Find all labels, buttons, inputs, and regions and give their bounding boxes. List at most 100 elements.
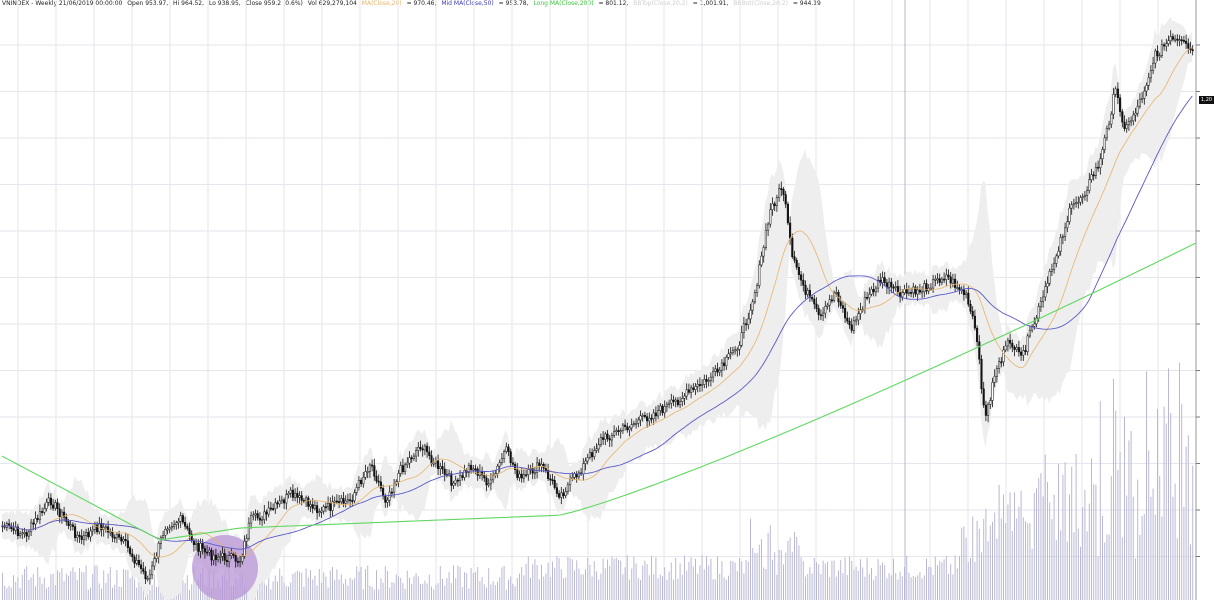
volume-bar — [1137, 479, 1139, 600]
candle-body — [833, 292, 836, 301]
candle-body — [800, 274, 803, 281]
volume-bar — [794, 532, 795, 600]
volume-bar — [987, 541, 989, 600]
volume-bar — [90, 587, 91, 600]
low-value: Lo 938.95, — [208, 0, 241, 7]
candle-body — [932, 279, 935, 289]
volume-bar — [380, 578, 382, 600]
candle-body — [386, 499, 389, 503]
mid-ma-value: = 953.78, — [498, 0, 529, 7]
candle-body — [118, 534, 121, 538]
volume-bar — [2, 572, 3, 600]
volume-bar — [266, 585, 267, 600]
candle-body — [377, 480, 380, 483]
volume-bar — [382, 582, 384, 600]
candle-body — [729, 352, 732, 355]
volume-bar — [83, 572, 85, 600]
volume-bar — [347, 585, 349, 600]
candle-body — [181, 515, 184, 523]
candle-body — [929, 287, 932, 290]
volume-bar — [563, 578, 564, 600]
candle-body — [1059, 237, 1062, 252]
volume-bar — [688, 561, 690, 600]
candle-body — [1009, 340, 1012, 344]
volume-bar — [831, 560, 833, 600]
volume-bar — [1000, 518, 1002, 600]
volume-bar — [842, 573, 844, 600]
candle-body — [217, 556, 220, 560]
candle-body — [316, 505, 319, 513]
volume-bar — [1113, 378, 1114, 600]
volume-bar — [877, 559, 879, 600]
candle-body — [690, 387, 693, 393]
volume-bar — [450, 583, 452, 600]
volume-bar — [629, 579, 630, 600]
candle-body — [203, 548, 206, 553]
candle-body — [459, 475, 462, 481]
volume-bar — [1143, 514, 1145, 600]
volume-bar — [1161, 516, 1163, 600]
volume-bar — [967, 561, 969, 600]
volume-bar — [523, 575, 525, 600]
volume-bar — [1172, 496, 1174, 600]
volume-bar — [1183, 506, 1185, 600]
candle-body — [289, 489, 292, 494]
volume-bar — [695, 558, 696, 600]
volume-bar — [283, 582, 285, 600]
volume-bar — [717, 556, 718, 600]
volume-bar — [1007, 504, 1009, 600]
candle-body — [166, 528, 169, 531]
candle-body — [978, 341, 981, 360]
volume-bar — [184, 583, 186, 600]
volume-bar — [1099, 401, 1101, 600]
mid-ma-line — [1, 95, 1193, 550]
candle-body — [505, 446, 508, 452]
volume-bar — [580, 574, 582, 600]
candle-body — [707, 380, 710, 382]
candle-body — [619, 430, 622, 433]
volume-bar — [415, 573, 417, 600]
candle-body — [1167, 40, 1170, 44]
volume-bar — [96, 565, 98, 600]
candle-body — [223, 553, 226, 561]
candle-body — [474, 468, 477, 471]
candle-body — [476, 468, 479, 476]
candle-body — [751, 301, 754, 311]
volume-bar — [835, 576, 837, 600]
candle-body — [789, 222, 792, 239]
candle-body — [575, 473, 578, 478]
candle-body — [1088, 179, 1091, 191]
volume-bar — [596, 571, 597, 600]
volume-bar — [653, 574, 655, 600]
candle-body — [560, 492, 563, 498]
candle-body — [313, 505, 316, 509]
candle-body — [1002, 349, 1005, 363]
volume-bar — [965, 537, 967, 600]
candle-body — [509, 451, 512, 464]
candle-body — [1125, 124, 1128, 129]
candle-body — [1028, 329, 1031, 337]
candle-body — [32, 522, 35, 525]
candle-body — [1094, 166, 1097, 176]
volume-bar — [554, 567, 556, 600]
volume-bar — [406, 570, 408, 600]
candle-body — [85, 532, 88, 537]
bb-bot-value: = 944.19 — [792, 0, 821, 7]
volume-bar — [681, 574, 683, 600]
candle-body — [157, 543, 160, 557]
candle-body — [1015, 347, 1018, 350]
volume-bar — [140, 585, 142, 600]
candle-body — [428, 451, 431, 456]
candle-body — [635, 423, 638, 425]
candle-body — [16, 526, 19, 536]
candle-body — [747, 318, 750, 325]
volume-bar — [1095, 484, 1097, 600]
candle-body — [113, 536, 116, 539]
candle-body — [324, 506, 327, 509]
volume-bar — [904, 566, 905, 600]
candle-body — [870, 288, 873, 295]
volume-bar — [1082, 507, 1084, 600]
volume-bar — [499, 577, 501, 600]
candle-body — [500, 458, 503, 463]
